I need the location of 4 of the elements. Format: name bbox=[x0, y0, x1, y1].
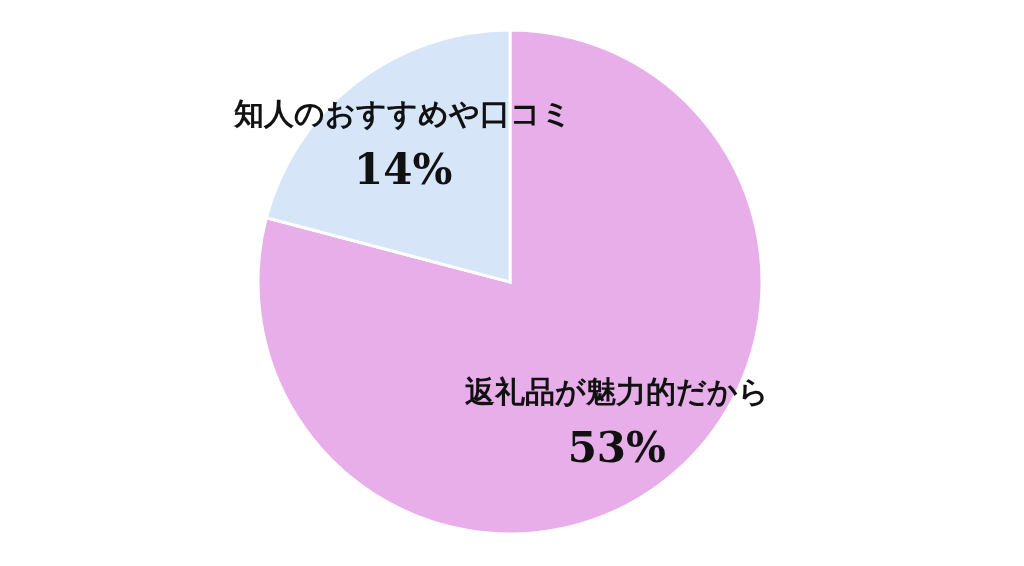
data-label: 14% bbox=[354, 145, 453, 195]
slice-label: 返礼品が魅力的だから bbox=[464, 373, 769, 409]
slice-label: 知人のおすすめや口コミ bbox=[233, 96, 573, 132]
data-label: 53% bbox=[567, 422, 666, 472]
